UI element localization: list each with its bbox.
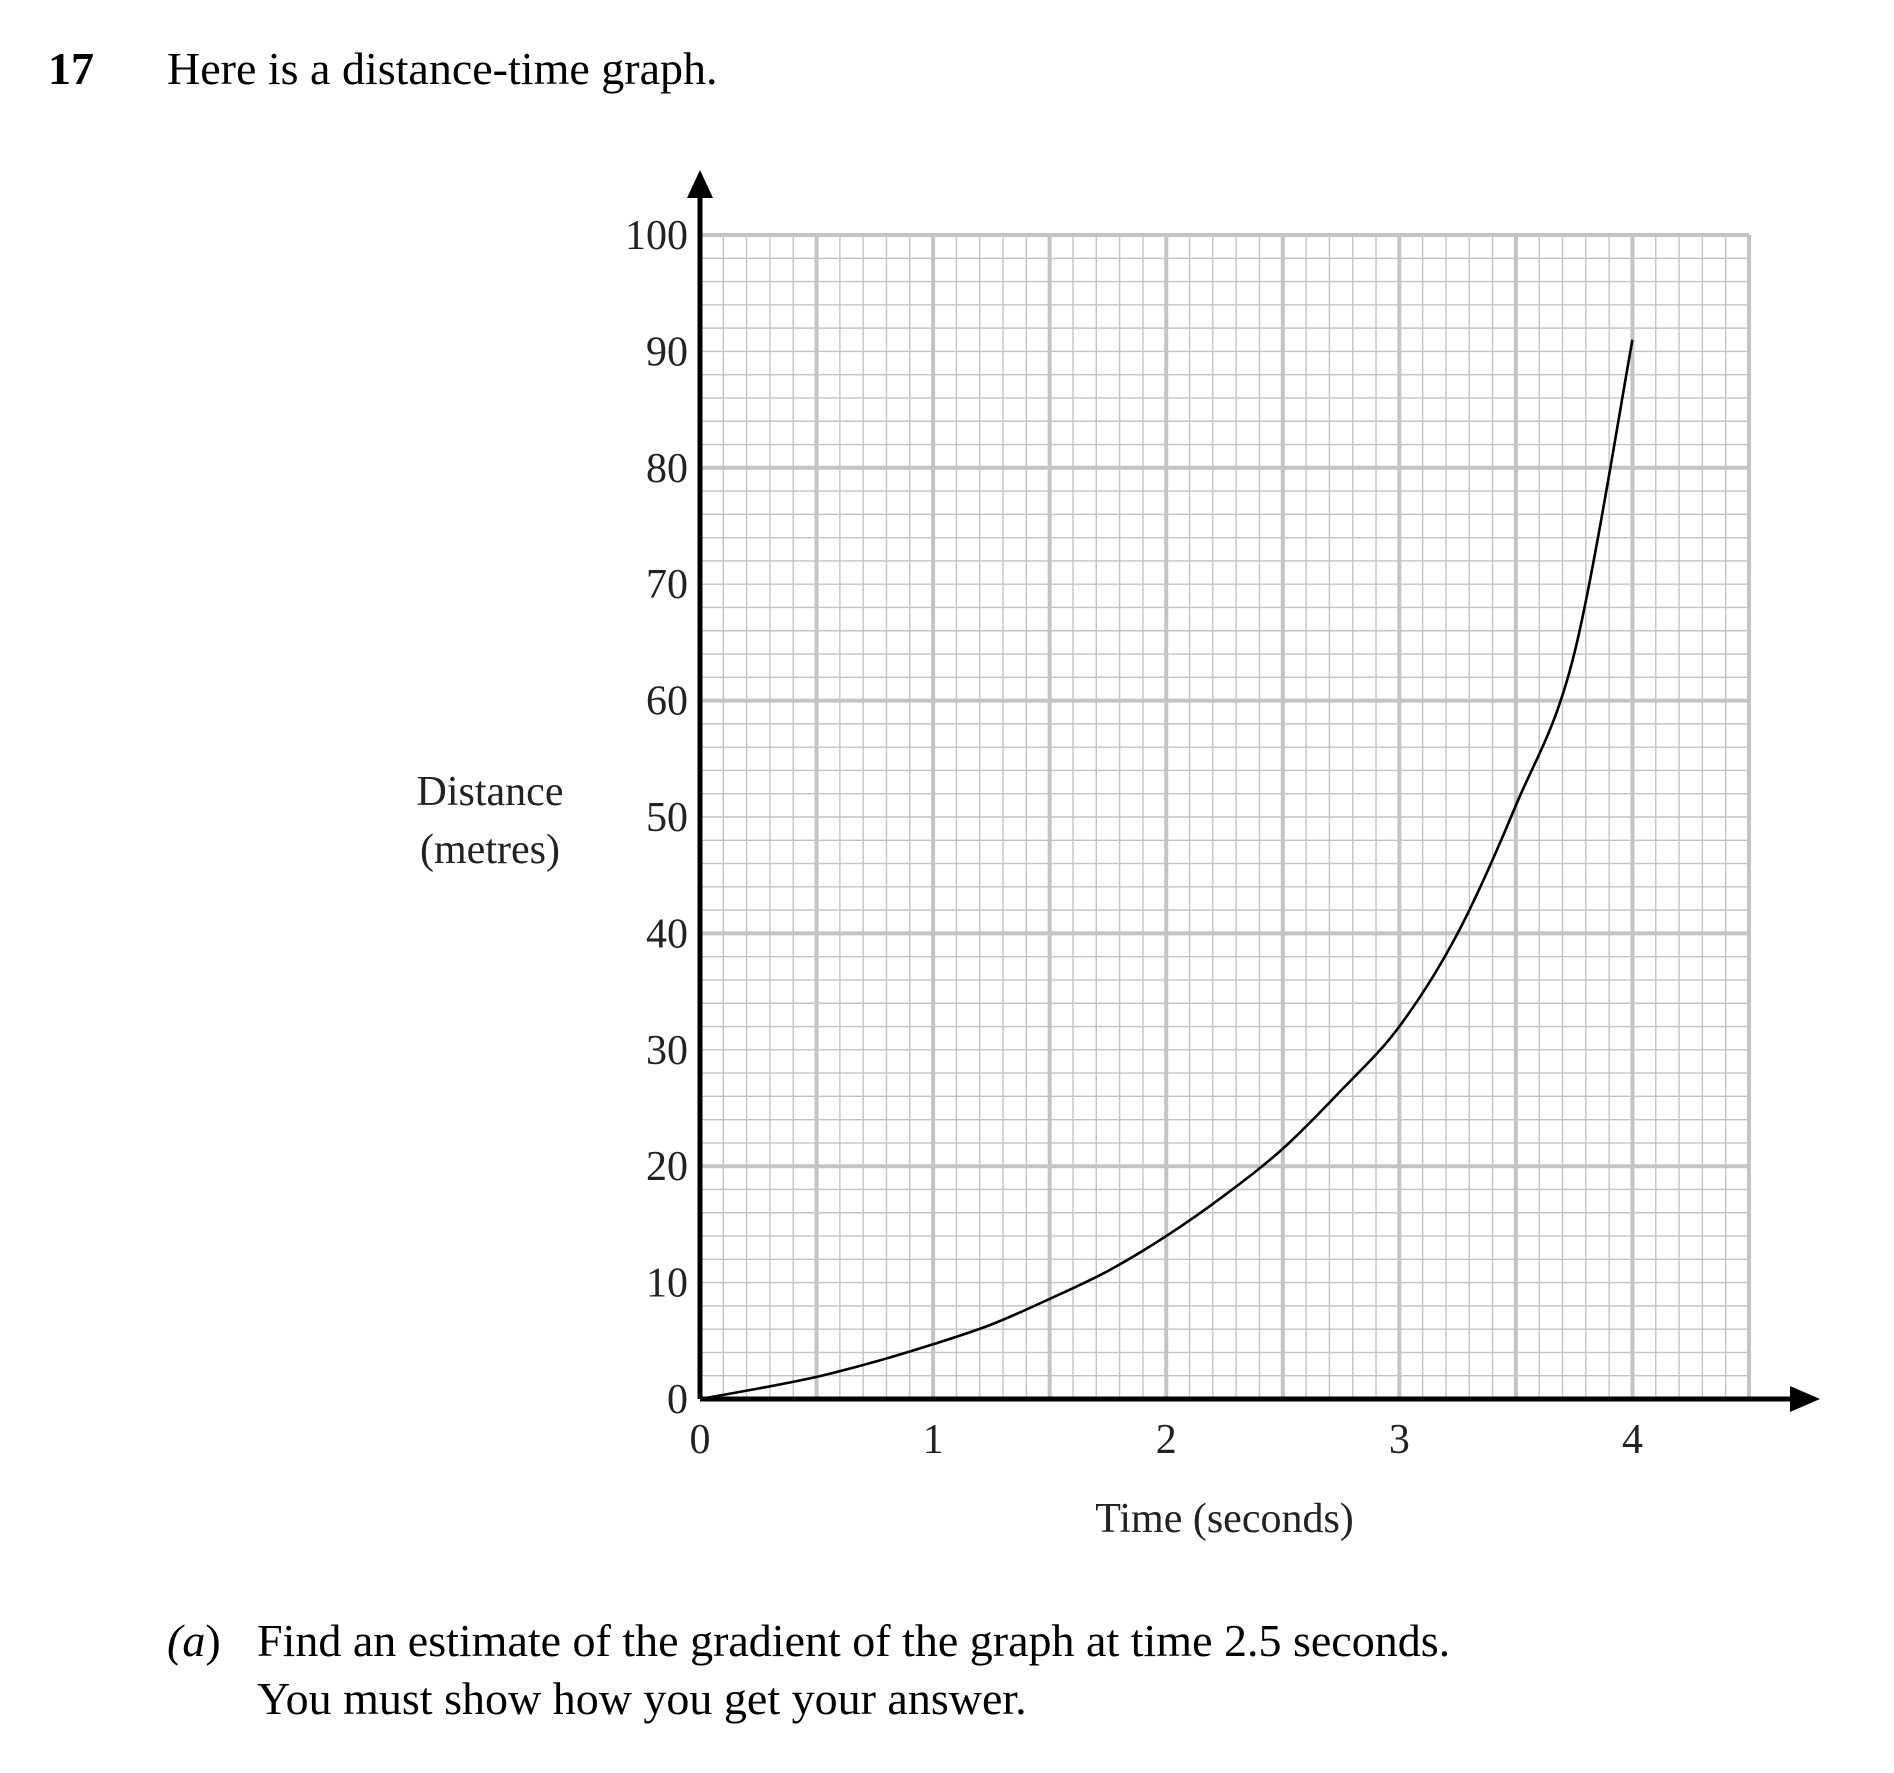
series-layer xyxy=(699,339,1634,1401)
part-a: (a) Find an estimate of the gradient of t… xyxy=(167,1612,1450,1728)
y-tick-label: 20 xyxy=(646,1144,688,1190)
axes xyxy=(687,170,1820,1412)
y-tick-label: 0 xyxy=(667,1377,688,1423)
distance-time-chart: 0 10 20 30 40 50 60 70 80 90 100 0 1 2 3 4 Distance (met… xyxy=(417,170,1820,1542)
x-tick-label: 3 xyxy=(1389,1417,1410,1463)
x-axis-arrow xyxy=(1790,1386,1820,1412)
tick-labels: 0 10 20 30 40 50 60 70 80 90 100 0 1 2 3 4 xyxy=(625,213,1643,1463)
x-tick-label: 2 xyxy=(1156,1417,1177,1463)
y-axis-label: (metres) xyxy=(420,827,560,873)
part-a-letter: a xyxy=(182,1615,206,1666)
y-tick-label: 90 xyxy=(646,329,688,375)
x-axis-label: Time (seconds) xyxy=(1095,1496,1354,1542)
y-tick-label: 50 xyxy=(646,795,688,841)
question-intro: Here is a distance-time graph. xyxy=(167,43,718,94)
part-a-label: (a) xyxy=(167,1615,221,1666)
axis-labels: Distance (metres) Time (seconds) xyxy=(417,769,1354,1542)
y-tick-label: 80 xyxy=(646,446,688,492)
y-tick-label: 70 xyxy=(646,562,688,608)
x-tick-label: 0 xyxy=(690,1417,711,1463)
question-number: 17 xyxy=(48,43,94,94)
y-tick-label: 10 xyxy=(646,1261,688,1307)
distance-time-curve xyxy=(699,339,1634,1401)
part-a-line1: Find an estimate of the gradient of the … xyxy=(257,1615,1451,1666)
y-axis-arrow xyxy=(687,170,713,198)
x-tick-label: 4 xyxy=(1622,1417,1643,1463)
y-tick-label: 40 xyxy=(646,911,688,957)
y-tick-label: 100 xyxy=(625,213,688,259)
y-axis-label: Distance xyxy=(417,769,564,815)
grid-minor xyxy=(700,235,1749,1399)
y-tick-label: 30 xyxy=(646,1028,688,1074)
part-a-line2: You must show how you get your answer. xyxy=(257,1673,1027,1724)
y-tick-label: 60 xyxy=(646,679,688,725)
x-tick-label: 1 xyxy=(923,1417,944,1463)
